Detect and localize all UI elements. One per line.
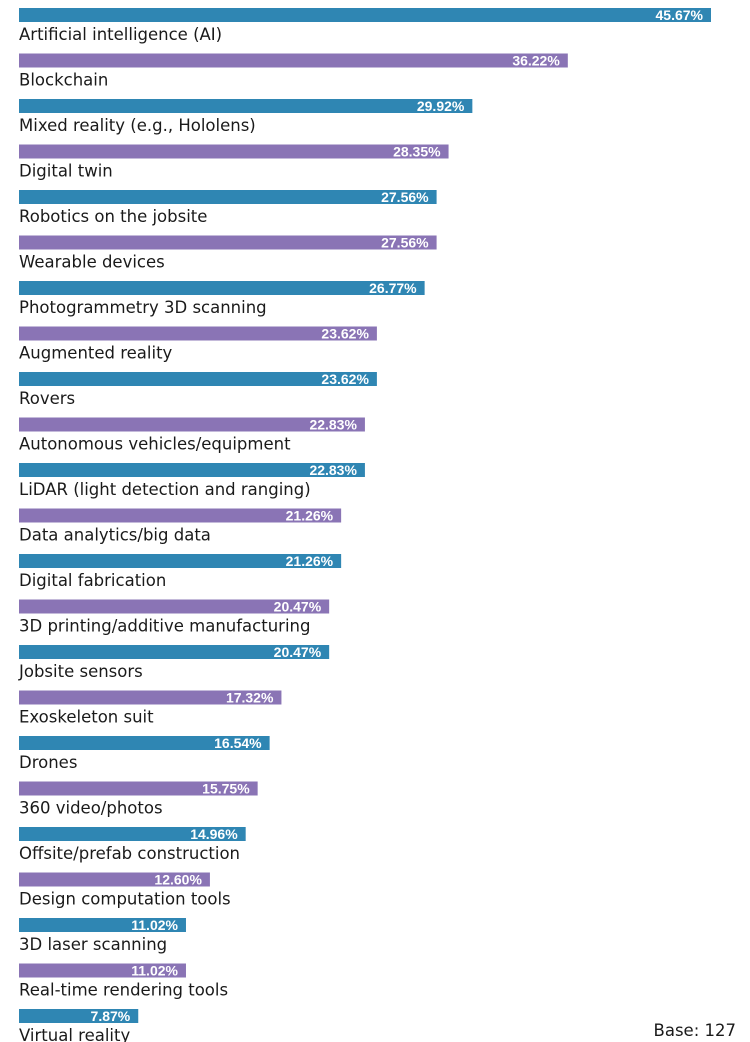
bar	[19, 463, 365, 477]
bar	[19, 599, 330, 614]
category-label: Digital twin	[19, 162, 113, 181]
bar-value-label: 20.47%	[274, 599, 322, 615]
category-label: Data analytics/big data	[19, 526, 211, 545]
bar-value-label: 28.35%	[393, 144, 441, 160]
bar	[19, 827, 246, 841]
bar-value-label: 15.75%	[202, 781, 250, 797]
bar	[19, 8, 711, 22]
category-label: Design computation tools	[19, 890, 231, 909]
bar	[19, 53, 568, 68]
category-label: Rovers	[19, 389, 75, 408]
bar	[19, 235, 437, 250]
category-label: Offsite/prefab construction	[19, 844, 240, 863]
category-label: Jobsite sensors	[18, 662, 143, 681]
bar-value-label: 27.56%	[381, 235, 429, 251]
bar-value-label: 29.92%	[417, 98, 465, 114]
category-label: Augmented reality	[19, 344, 173, 363]
bar-value-label: 17.32%	[226, 690, 274, 706]
category-label: Autonomous vehicles/equipment	[19, 435, 291, 454]
bar-value-label: 14.96%	[190, 826, 238, 842]
category-label: 3D laser scanning	[19, 935, 167, 954]
bar-value-label: 23.62%	[321, 371, 369, 387]
bar	[19, 690, 282, 705]
bar-value-label: 27.56%	[381, 189, 429, 205]
bar	[19, 736, 270, 750]
bar	[19, 372, 377, 386]
bar	[19, 918, 186, 932]
category-label: Photogrammetry 3D scanning	[19, 298, 267, 317]
bar-value-label: 22.83%	[309, 417, 357, 433]
category-label: Real-time rendering tools	[19, 981, 228, 1000]
category-label: Exoskeleton suit	[19, 708, 154, 727]
category-label: Wearable devices	[19, 253, 165, 272]
category-label: 3D printing/additive manufacturing	[19, 617, 310, 636]
bar	[19, 645, 330, 659]
category-label: 360 video/photos	[19, 799, 163, 818]
category-label: Virtual reality	[19, 1026, 130, 1042]
category-label: Blockchain	[19, 71, 108, 90]
bar-value-label: 22.83%	[309, 462, 357, 478]
bar-value-label: 36.22%	[512, 53, 560, 69]
bars-group: 45.67% Artificial intelligence (AI) 36.22%…	[18, 7, 711, 1042]
bar	[19, 554, 342, 568]
bar	[19, 872, 210, 887]
category-label: Drones	[19, 753, 77, 772]
bar-value-label: 45.67%	[656, 7, 704, 23]
bar-value-label: 11.02%	[131, 963, 178, 979]
bar-value-label: 16.54%	[214, 735, 262, 751]
category-label: Digital fabrication	[19, 571, 166, 590]
bar	[19, 99, 473, 113]
bar	[19, 963, 186, 978]
bar	[19, 326, 377, 341]
category-label: Artificial intelligence (AI)	[19, 25, 222, 44]
bar-value-label: 12.60%	[154, 872, 202, 888]
bar	[19, 1009, 139, 1023]
bar-value-label: 26.77%	[369, 280, 417, 296]
bar	[19, 781, 258, 796]
bar	[19, 190, 437, 204]
bar-value-label: 11.02%	[131, 917, 178, 933]
category-label: LiDAR (light detection and ranging)	[19, 480, 311, 499]
category-label: Robotics on the jobsite	[19, 207, 207, 226]
category-label: Mixed reality (e.g., Hololens)	[19, 116, 256, 135]
bar	[19, 281, 425, 295]
bar-value-label: 23.62%	[321, 326, 369, 342]
bar-value-label: 21.26%	[286, 508, 334, 524]
bar	[19, 144, 449, 159]
bar	[19, 417, 365, 432]
bar-value-label: 7.87%	[91, 1008, 131, 1024]
bar	[19, 508, 342, 523]
bar-value-label: 21.26%	[286, 553, 334, 569]
bar-value-label: 20.47%	[274, 644, 322, 660]
base-note: Base: 127	[654, 1021, 736, 1040]
